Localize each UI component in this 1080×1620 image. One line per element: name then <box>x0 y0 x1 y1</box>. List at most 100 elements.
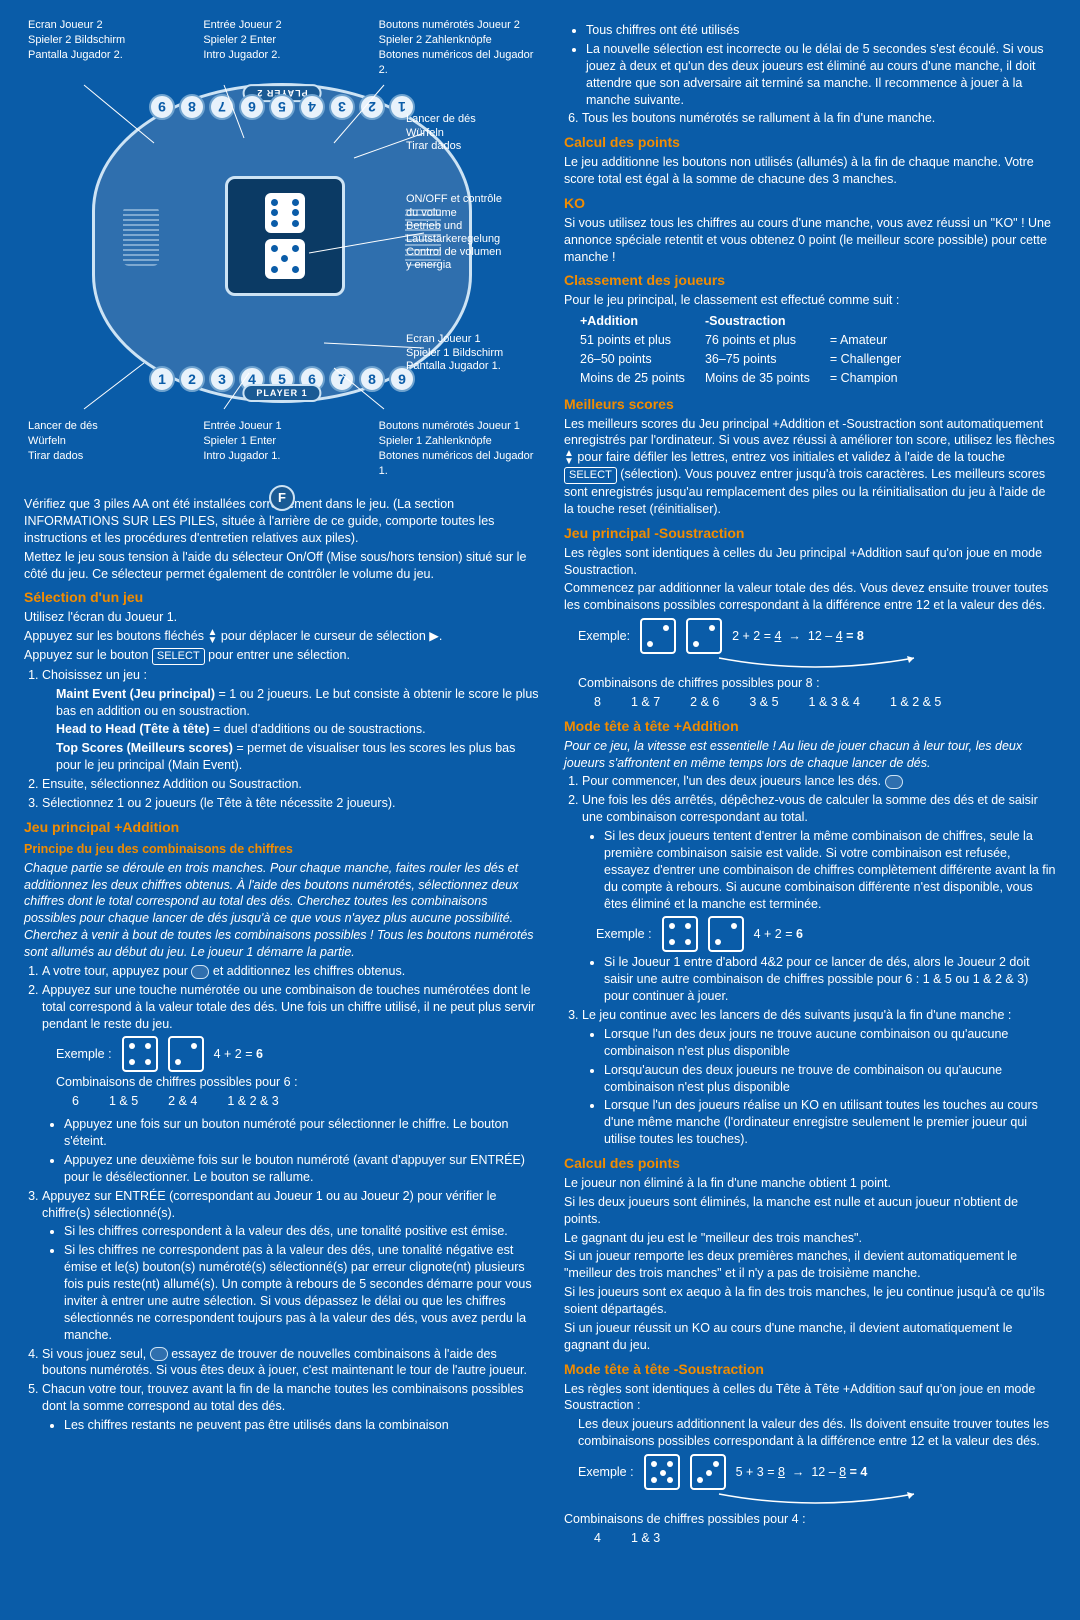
player1-badge: PLAYER 1 <box>242 384 321 402</box>
hh-list: Pour commencer, l'un des deux joueurs la… <box>564 773 1056 1148</box>
heading-scoring: Calcul des points <box>564 133 1056 152</box>
updown-icon: ▲▼ <box>564 450 574 466</box>
callout-screen-p1: Ecran Joueur 1Spieler 1 BildschirmPantal… <box>406 333 546 373</box>
label-numbtn-p1: Boutons numérotés Joueur 1Spieler 1 Zahl… <box>379 419 536 478</box>
right-column: Tous chiffres ont été utilisés La nouvel… <box>564 18 1056 1602</box>
combi-list: 81 & 72 & 63 & 51 & 3 & 41 & 2 & 5 <box>594 694 1056 711</box>
numbtn: 5 <box>269 94 295 120</box>
selection-item: Ensuite, sélectionnez Addition ou Soustr… <box>42 776 540 793</box>
numbtn: 2 <box>179 366 205 392</box>
sub-rules: Les règles sont identiques à celles du J… <box>564 545 1056 579</box>
numbtn: 7 <box>329 366 355 392</box>
bullet: Lorsqu'aucun des deux joueurs ne trouve … <box>604 1062 1056 1096</box>
die-2-icon <box>168 1036 204 1072</box>
combi-list: 61 & 52 & 41 & 2 & 3 <box>72 1093 540 1110</box>
hhs-rules: Les règles sont identiques à celles du T… <box>564 1381 1056 1415</box>
bullet: Si les deux joueurs tentent d'entrer la … <box>604 828 1056 912</box>
heading-headtohead-sub: Mode tête à tête -Soustraction <box>564 1360 1056 1379</box>
die-2-icon <box>640 618 676 654</box>
die-4-icon <box>122 1036 158 1072</box>
bullet: Appuyez une fois sur un bouton numéroté … <box>64 1116 540 1150</box>
ko-text: Si vous utilisez tous les chiffres au co… <box>564 215 1056 266</box>
callout-roll: Lancer de désWürfelnTirar dados <box>406 113 546 153</box>
arrow-right-icon: → <box>792 1465 805 1479</box>
bullet: Tous chiffres ont été utilisés <box>586 22 1056 39</box>
heading-bestscores: Meilleurs scores <box>564 395 1056 414</box>
heading-subtraction: Jeu principal -Soustraction <box>564 524 1056 543</box>
arrow-right-icon: → <box>788 629 801 643</box>
heading-ko: KO <box>564 194 1056 213</box>
bullet: Lorsque l'un des deux jours ne trouve au… <box>604 1026 1056 1060</box>
numbtn: 9 <box>149 94 175 120</box>
roll-icon <box>191 965 209 979</box>
hh-item: Une fois les dés arrêtés, dépêchez-vous … <box>582 792 1056 1005</box>
scoring2: Le joueur non éliminé à la fin d'une man… <box>564 1175 1056 1192</box>
die-2-icon <box>708 916 744 952</box>
speaker-left <box>123 206 159 266</box>
combi-list: 41 & 3 <box>594 1530 1056 1547</box>
combi-header: Combinaisons de chiffres possibles pour … <box>564 1511 1056 1528</box>
device-screen <box>225 176 345 296</box>
bullet: La nouvelle sélection est incorrecte ou … <box>586 41 1056 109</box>
heading-ranking: Classement des joueurs <box>564 271 1056 290</box>
numbtn: 3 <box>209 366 235 392</box>
example-row: Exemple: 2 + 2 = 4 → 12 – 4 = 8 <box>578 618 1056 654</box>
scoring-text: Le jeu additionne les boutons non utilis… <box>564 154 1056 188</box>
heading-headtohead-add: Mode tête à tête +Addition <box>564 717 1056 736</box>
hh-item: Pour commencer, l'un des deux joueurs la… <box>582 773 1056 790</box>
example-row: Exemple : 4 + 2 = 6 <box>56 1036 540 1072</box>
left-column: Ecran Joueur 2Spieler 2 BildschirmPantal… <box>24 18 540 1602</box>
numbtn: 6 <box>239 94 265 120</box>
example-row: Exemple : 5 + 3 = 8 → 12 – 8 = 4 <box>578 1454 1056 1490</box>
combi-header: Combinaisons de chiffres possibles pour … <box>42 1074 540 1091</box>
updown-icon: ▲▼ <box>207 629 217 645</box>
label-screen-p2: Ecran Joueur 2Spieler 2 BildschirmPantal… <box>28 18 185 77</box>
label-enter-p2: Entrée Joueur 2Spieler 2 EnterIntro Juga… <box>203 18 360 77</box>
die-3-icon <box>690 1454 726 1490</box>
selection-line1: Utilisez l'écran du Joueur 1. <box>24 609 540 626</box>
heading-addition-sub: Principe du jeu des combinaisons de chif… <box>24 841 540 858</box>
label-roll-p1: Lancer de désWürfelnTirar dados <box>28 419 185 478</box>
select-button-label: SELECT <box>152 648 205 665</box>
selection-item: Choisissez un jeu : Maint Event (Jeu pri… <box>42 667 540 774</box>
ranking-intro: Pour le jeu principal, le classement est… <box>564 292 1056 309</box>
example-row: Exemple : 4 + 2 = 6 <box>596 916 1056 952</box>
numbtn: 3 <box>329 94 355 120</box>
numbtn: 8 <box>359 366 385 392</box>
die-icon <box>265 239 305 279</box>
scoring2: Si un joueur remporte les deux premières… <box>564 1248 1056 1282</box>
numbtn: 8 <box>179 94 205 120</box>
scoring2: Si les joueurs sont ex aequo à la fin de… <box>564 1284 1056 1318</box>
addition-intro: Chaque partie se déroule en trois manche… <box>24 860 540 961</box>
numbtn: 2 <box>359 94 385 120</box>
label-enter-p1: Entrée Joueur 1Spieler 1 EnterIntro Juga… <box>203 419 360 478</box>
numbtn: 7 <box>209 94 235 120</box>
intro-power: Mettez le jeu sous tension à l'aide du s… <box>24 549 540 583</box>
bullet: Si les chiffres ne correspondent pas à l… <box>64 1242 540 1343</box>
bullet: Les chiffres restants ne peuvent pas êtr… <box>64 1417 540 1434</box>
selection-line2: Appuyez sur les boutons fléchés ▲▼ pour … <box>24 628 540 645</box>
scoring2: Si un joueur réussit un KO au cours d'un… <box>564 1320 1056 1354</box>
scoring2: Si les deux joueurs sont éliminés, la ma… <box>564 1194 1056 1228</box>
combi-header: Combinaisons de chiffres possibles pour … <box>564 675 1056 692</box>
callout-onoff: ON/OFF et contrôledu volumeBetrieb undLa… <box>406 193 546 272</box>
bestscores-text: Les meilleurs scores du Jeu principal +A… <box>564 416 1056 518</box>
bullet: Si le Joueur 1 entre d'abord 4&2 pour ce… <box>604 954 1056 1005</box>
addition-list: A votre tour, appuyez pour et additionne… <box>24 963 540 1434</box>
addition-item: A votre tour, appuyez pour et additionne… <box>42 963 540 980</box>
ranking-table: +Addition-Soustraction 51 points et plus… <box>578 311 921 389</box>
die-2-icon <box>686 618 722 654</box>
numbtn: 4 <box>299 94 325 120</box>
bullet: Si les chiffres correspondent à la valeu… <box>64 1223 540 1240</box>
language-flag: F <box>269 485 295 511</box>
label-numbtn-p2: Boutons numérotés Joueur 2Spieler 2 Zahl… <box>379 18 536 77</box>
die-icon <box>265 193 305 233</box>
list-item: Tous les boutons numérotés se rallument … <box>582 110 1056 127</box>
scoring2: Le gagnant du jeu est le "meilleur des t… <box>564 1230 1056 1247</box>
hhs-instructions: Les deux joueurs additionnent la valeur … <box>564 1416 1056 1450</box>
bullet: Lorsque l'un des joueurs réalise un KO e… <box>604 1097 1056 1148</box>
addition-item: Chacun votre tour, trouvez avant la fin … <box>42 1381 540 1434</box>
bullet: Appuyez une deuxième fois sur le bouton … <box>64 1152 540 1186</box>
heading-scoring2: Calcul des points <box>564 1154 1056 1173</box>
select-button-label: SELECT <box>564 467 617 484</box>
